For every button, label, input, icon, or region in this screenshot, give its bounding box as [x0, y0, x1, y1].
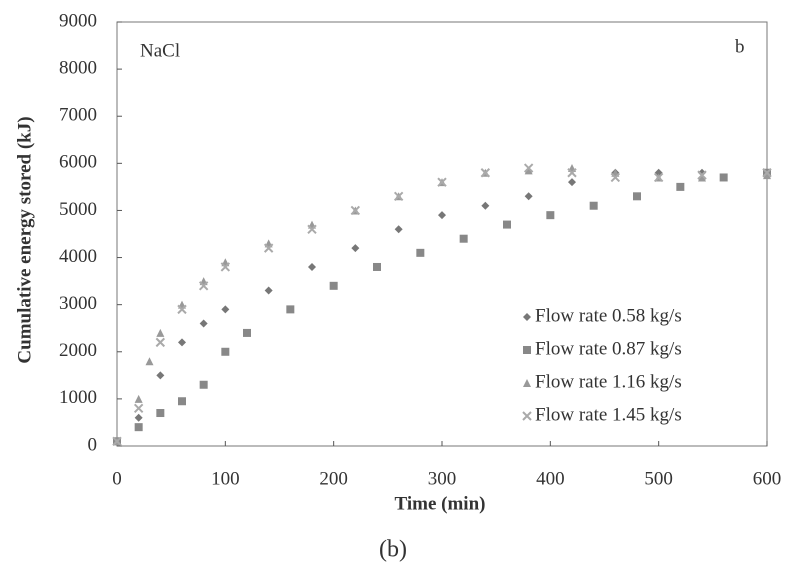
data-point: [373, 262, 381, 271]
data-point: [698, 173, 706, 182]
x-tick-label: 600: [753, 468, 782, 489]
data-point: [437, 177, 447, 187]
legend-label: Flow rate 0.58 kg/s: [535, 305, 682, 326]
data-point: [480, 168, 491, 178]
data-point: [546, 211, 555, 220]
data-point: [329, 281, 338, 290]
y-tick-label: 4000: [59, 246, 97, 267]
x-tick-label: 500: [644, 468, 673, 489]
data-point: [263, 243, 274, 253]
data-point: [134, 394, 143, 403]
data-point: [676, 182, 685, 191]
data-point: [199, 380, 208, 389]
legend-marker: [523, 379, 531, 387]
data-point: [198, 281, 209, 291]
y-tick-label: 5000: [59, 199, 97, 220]
data-point: [221, 347, 230, 356]
data-point: [653, 172, 664, 183]
y-tick-label: 9000: [59, 10, 97, 31]
data-point: [155, 337, 166, 348]
data-point: [199, 319, 208, 328]
x-tick-label: 300: [428, 468, 457, 489]
caption: (b): [379, 537, 407, 563]
data-point: [698, 168, 706, 177]
data-point: [763, 171, 771, 180]
legend-label: Flow rate 1.45 kg/s: [535, 404, 682, 425]
x-axis-label: Time (min): [395, 493, 486, 514]
data-point: [133, 403, 144, 414]
x-tick-label: 0: [112, 468, 122, 489]
data-point: [393, 191, 404, 202]
y-tick-label: 0: [88, 434, 98, 455]
data-point: [178, 397, 186, 406]
data-point: [145, 357, 154, 366]
annotation: NaCl: [140, 40, 180, 61]
data-point: [503, 220, 511, 229]
legend-label: Flow rate 0.87 kg/s: [535, 338, 682, 359]
data-point: [308, 262, 316, 271]
y-tick-label: 7000: [59, 105, 97, 126]
data-point: [524, 166, 533, 175]
data-point: [762, 168, 772, 178]
data-point: [351, 244, 360, 253]
y-tick-label: 3000: [59, 293, 97, 314]
legend-label: Flow rate 1.16 kg/s: [535, 371, 682, 392]
data-point: [134, 413, 143, 422]
data-point: [567, 168, 577, 178]
data-point: [416, 248, 425, 257]
data-point: [523, 163, 534, 173]
data-point: [438, 211, 446, 220]
data-point: [524, 192, 533, 201]
data-point: [156, 328, 165, 337]
x-tick-label: 200: [319, 468, 348, 489]
data-point: [719, 173, 728, 182]
data-point: [264, 286, 273, 295]
data-point: [589, 201, 598, 210]
legend-marker: [522, 411, 532, 421]
data-point: [220, 262, 231, 272]
annotation: b: [735, 36, 745, 57]
y-axis-label: Cumulative energy stored (kJ): [14, 116, 35, 363]
data-point: [633, 192, 641, 201]
x-tick-label: 400: [536, 468, 565, 489]
legend-marker: [523, 346, 531, 354]
data-point: [156, 371, 165, 380]
y-tick-label: 6000: [59, 152, 97, 173]
data-point: [697, 170, 707, 180]
data-point: [394, 225, 403, 234]
y-tick-label: 8000: [59, 57, 97, 78]
data-point: [221, 305, 230, 314]
data-point: [134, 423, 143, 432]
data-point: [610, 172, 621, 183]
data-point: [481, 201, 490, 210]
data-point: [178, 338, 186, 347]
data-point: [350, 205, 361, 216]
legend-marker: [523, 313, 531, 321]
data-point: [112, 436, 122, 446]
y-tick-label: 2000: [59, 340, 97, 361]
data-point: [568, 178, 576, 187]
x-tick-label: 100: [211, 468, 240, 489]
data-point: [177, 304, 187, 315]
data-point: [459, 234, 468, 243]
data-point: [156, 409, 165, 418]
y-tick-label: 1000: [59, 387, 97, 408]
data-point: [243, 328, 251, 337]
data-point: [286, 305, 295, 314]
data-point: [307, 224, 317, 234]
